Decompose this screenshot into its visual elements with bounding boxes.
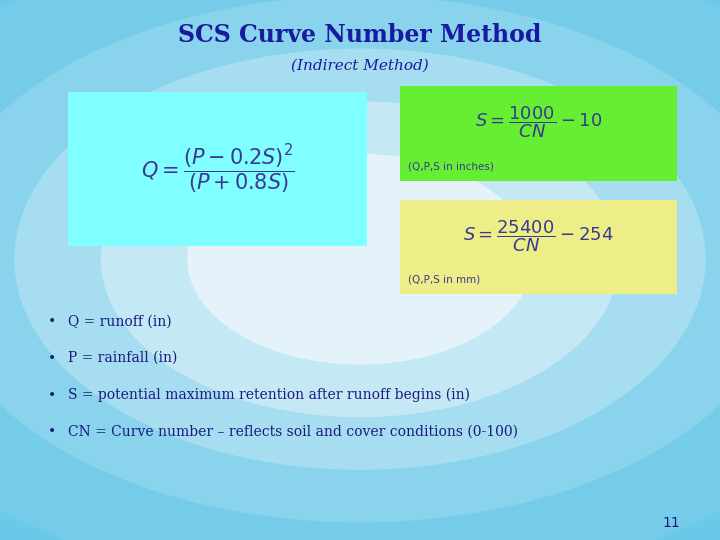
Text: CN = Curve number – reflects soil and cover conditions (0-100): CN = Curve number – reflects soil and co… [68,424,518,438]
Text: •: • [48,314,56,328]
Ellipse shape [187,154,533,364]
Text: $Q = \dfrac{(P - 0.2S)^2}{(P + 0.8S)}$: $Q = \dfrac{(P - 0.2S)^2}{(P + 0.8S)}$ [141,142,294,195]
Text: P = rainfall (in): P = rainfall (in) [68,351,178,365]
Ellipse shape [101,102,619,417]
Ellipse shape [14,49,706,470]
Text: (Q,P,S in inches): (Q,P,S in inches) [408,161,494,171]
FancyBboxPatch shape [400,200,677,294]
Text: •: • [48,351,56,365]
Text: S = potential maximum retention after runoff begins (in): S = potential maximum retention after ru… [68,388,470,402]
Text: (Q,P,S in mm): (Q,P,S in mm) [408,274,480,285]
Text: 11: 11 [662,516,680,530]
FancyBboxPatch shape [68,92,367,246]
Text: •: • [48,424,56,438]
Ellipse shape [0,0,720,523]
Text: Q = runoff (in): Q = runoff (in) [68,314,172,328]
FancyBboxPatch shape [400,86,677,181]
Text: $S = \dfrac{25400}{CN} - 254$: $S = \dfrac{25400}{CN} - 254$ [463,218,613,254]
Text: •: • [48,388,56,402]
Text: (Indirect Method): (Indirect Method) [291,59,429,73]
Text: $S = \dfrac{1000}{CN} - 10$: $S = \dfrac{1000}{CN} - 10$ [474,104,602,140]
Text: SCS Curve Number Method: SCS Curve Number Method [179,23,541,47]
